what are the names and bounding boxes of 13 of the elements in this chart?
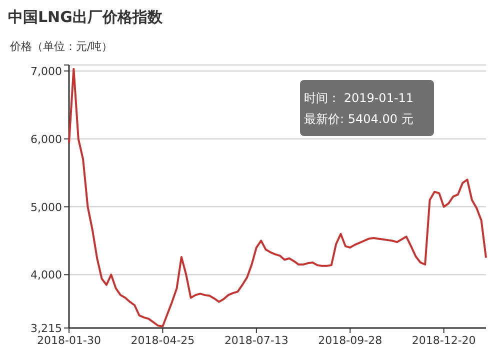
annotation: 时间： 2019-01-11 最新价: 5404.00 元 xyxy=(304,91,414,126)
y-axis-title: 价格（单位：元/吨） xyxy=(9,40,113,53)
x-tick-label: 2018-07-13 xyxy=(224,334,288,347)
y-tick-label: 4,000 xyxy=(30,268,62,282)
chart-title: 中国LNG出厂价格指数 xyxy=(8,8,164,26)
y-tick-label: 7,000 xyxy=(30,64,62,78)
x-tick-label: 2018-01-30 xyxy=(37,334,101,347)
y-tick-label: 5,000 xyxy=(30,200,62,214)
y-tick-label: 6,000 xyxy=(30,132,62,146)
x-tick-label: 2018-04-25 xyxy=(130,334,195,347)
x-tick-label: 2018-09-28 xyxy=(318,334,382,347)
y-tick-label: 3,215 xyxy=(30,322,62,335)
x-tick-label: 2018-12-20 xyxy=(412,334,476,347)
